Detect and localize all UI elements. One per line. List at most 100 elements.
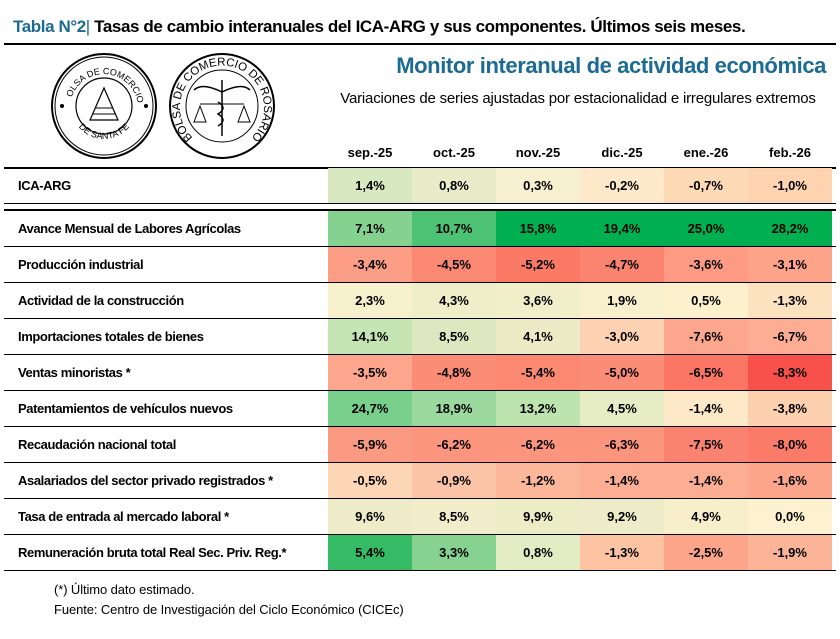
divider <box>4 167 836 169</box>
value-cell: -0,5% <box>328 463 412 498</box>
table-title-text: Tasas de cambio interanuales del ICA-ARG… <box>94 17 746 36</box>
value-cell: 8,5% <box>412 319 496 354</box>
value-cell: 18,9% <box>412 391 496 426</box>
title-separator: | <box>85 17 90 36</box>
value-cell: 8,5% <box>412 499 496 534</box>
subtitle: Variaciones de series ajustadas por esta… <box>340 90 816 107</box>
value-cell: 9,9% <box>496 499 580 534</box>
value-cell: -6,3% <box>580 427 664 462</box>
month-header: feb.-26 <box>769 145 811 160</box>
value-cell: 4,3% <box>412 283 496 318</box>
month-header: ene.-26 <box>683 145 729 160</box>
value-cell: 0,5% <box>664 283 748 318</box>
row-label: Recaudación nacional total <box>18 437 176 452</box>
value-cell: -0,9% <box>412 463 496 498</box>
value-cell: -8,3% <box>748 355 832 390</box>
value-cell: 0,0% <box>748 499 832 534</box>
value-cell: 3,3% <box>412 535 496 570</box>
value-cell: -6,2% <box>496 427 580 462</box>
value-cell: -3,1% <box>748 247 832 282</box>
value-cell: 0,3% <box>496 168 580 203</box>
month-header: oct.-25 <box>433 145 475 160</box>
table-number: Tabla N°2 <box>13 17 86 36</box>
value-cell: -5,2% <box>496 247 580 282</box>
value-cell: -7,6% <box>664 319 748 354</box>
value-cell: -5,4% <box>496 355 580 390</box>
value-cell: 1,9% <box>580 283 664 318</box>
table-row-ica-arg: ICA-ARG 1,4% 0,8% 0,3% -0,2% -0,7% -1,0% <box>4 168 836 204</box>
value-cell: 25,0% <box>664 211 748 246</box>
table-row: Patentamientos de vehículos nuevos 24,7% 1… <box>4 391 836 427</box>
value-cell: -1,4% <box>580 463 664 498</box>
bolsa-rosario-logo: BOLSA DE COMERCIO DE ROSARIO <box>169 53 275 159</box>
value-cell: -6,7% <box>748 319 832 354</box>
value-cell: 4,9% <box>664 499 748 534</box>
value-cell: 3,6% <box>496 283 580 318</box>
value-cell: 14,1% <box>328 319 412 354</box>
table-row: Importaciones totales de bienes 14,1% 8,5%… <box>4 319 836 355</box>
value-cell: -4,7% <box>580 247 664 282</box>
value-cell: -5,0% <box>580 355 664 390</box>
value-cell: 4,1% <box>496 319 580 354</box>
table-row: Ventas minoristas * -3,5% -4,8% -5,4% -5,0% -… <box>4 355 836 391</box>
row-label: Patentamientos de vehículos nuevos <box>18 401 233 416</box>
value-cell: -0,7% <box>664 168 748 203</box>
value-cell: 0,8% <box>412 168 496 203</box>
value-cell: -3,5% <box>328 355 412 390</box>
value-cell: -1,6% <box>748 463 832 498</box>
footnote: (*) Último dato estimado. <box>54 582 195 597</box>
value-cell: 28,2% <box>748 211 832 246</box>
svg-text:DE SANTA FE: DE SANTA FE <box>77 121 131 141</box>
value-cell: -8,0% <box>748 427 832 462</box>
value-cell: -3,8% <box>748 391 832 426</box>
value-cell: -7,5% <box>664 427 748 462</box>
month-header: nov.-25 <box>515 145 561 160</box>
row-label: Actividad de la construcción <box>18 293 184 308</box>
table-row: Avance Mensual de Labores Agrícolas 7,1% 1… <box>4 211 836 247</box>
value-cell: -3,0% <box>580 319 664 354</box>
value-cell: 10,7% <box>412 211 496 246</box>
value-cell: -6,5% <box>664 355 748 390</box>
table-title: Tabla N°2| Tasas de cambio interanuales … <box>13 17 746 37</box>
table-row: Remuneración bruta total Real Sec. Priv.… <box>4 535 836 571</box>
month-header-row: sep.-25 oct.-25 nov.-25 dic.-25 ene.-26 … <box>328 145 832 160</box>
value-cell: 2,3% <box>328 283 412 318</box>
value-cell: 1,4% <box>328 168 412 203</box>
value-cell: -1,3% <box>580 535 664 570</box>
value-cell: -1,4% <box>664 391 748 426</box>
source-note: Fuente: Centro de Investigación del Cicl… <box>54 602 404 617</box>
row-label: Producción industrial <box>18 257 144 272</box>
value-cell: 0,8% <box>496 535 580 570</box>
row-label: Ventas minoristas * <box>18 365 131 380</box>
table-row: Producción industrial -3,4% -4,5% -5,2% -4,7… <box>4 247 836 283</box>
value-cell: 5,4% <box>328 535 412 570</box>
divider <box>4 43 836 45</box>
value-cell: -1,3% <box>748 283 832 318</box>
month-header: dic.-25 <box>601 145 643 160</box>
value-cell: 9,2% <box>580 499 664 534</box>
value-cell: -0,2% <box>580 168 664 203</box>
value-cell: -1,4% <box>664 463 748 498</box>
divider <box>4 209 836 211</box>
value-cell: -1,9% <box>748 535 832 570</box>
row-label: Importaciones totales de bienes <box>18 329 204 344</box>
table-row: Recaudación nacional total -5,9% -6,2% -6,2… <box>4 427 836 463</box>
month-header: sep.-25 <box>347 145 393 160</box>
value-cell: 9,6% <box>328 499 412 534</box>
row-label: Asalariados del sector privado registrad… <box>18 473 273 488</box>
value-cell: 4,5% <box>580 391 664 426</box>
value-cell: -6,2% <box>412 427 496 462</box>
monitor-title: Monitor interanual de actividad económic… <box>396 53 826 78</box>
table-row: Tasa de entrada al mercado laboral * 9,6%… <box>4 499 836 535</box>
value-cell: 13,2% <box>496 391 580 426</box>
value-cell: -3,6% <box>664 247 748 282</box>
value-cell: 24,7% <box>328 391 412 426</box>
value-cell: 15,8% <box>496 211 580 246</box>
table-row: Actividad de la construcción 2,3% 4,3% 3,6%… <box>4 283 836 319</box>
table-row: Asalariados del sector privado registrad… <box>4 463 836 499</box>
value-cell: -5,9% <box>328 427 412 462</box>
bolsa-santa-fe-logo: BOLSA DE COMERCIO DE SANTA FE <box>50 52 157 159</box>
row-label: Remuneración bruta total Real Sec. Priv.… <box>18 545 287 560</box>
value-cell: 19,4% <box>580 211 664 246</box>
value-cell: -1,2% <box>496 463 580 498</box>
